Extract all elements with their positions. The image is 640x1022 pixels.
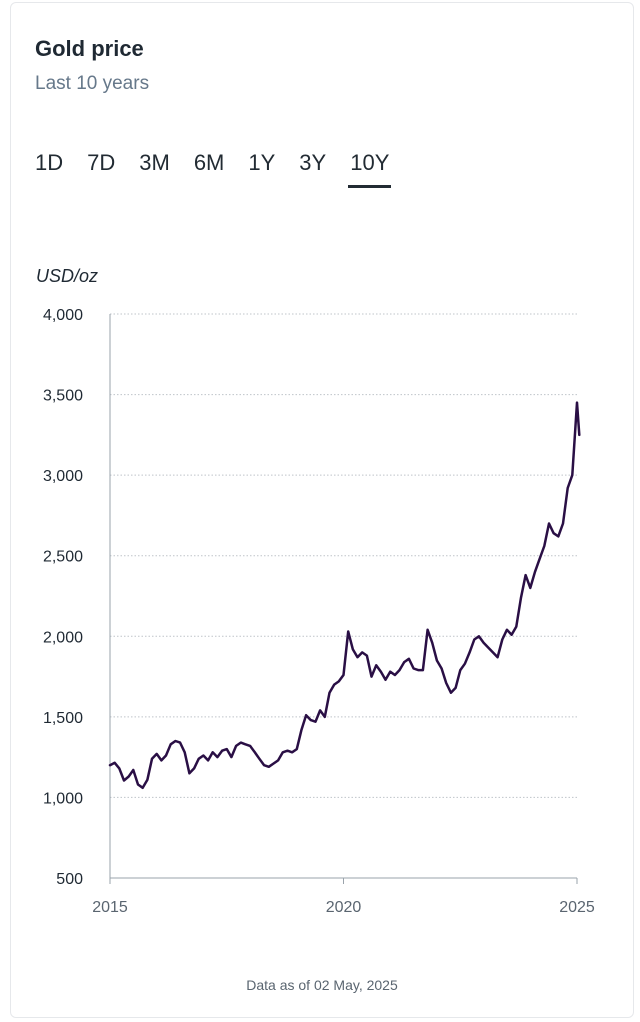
y-tick-label: 3,500: [43, 388, 83, 405]
y-tick-label: 4,000: [43, 307, 83, 324]
x-tick-label: 2020: [326, 899, 362, 916]
y-tick-label: 3,000: [43, 468, 83, 485]
x-tick-label: 2025: [559, 899, 595, 916]
data-timestamp: Data as of 02 May, 2025: [246, 977, 398, 993]
x-tick-label: 2015: [92, 899, 128, 916]
tab-1y[interactable]: 1Y: [248, 150, 276, 175]
series-line: [108, 401, 581, 790]
y-tick-label: 1,000: [43, 790, 83, 807]
gold-price-chart: 500 1,000 1,500 2,000 2,500 3,000 3,500 4,000 20…: [43, 307, 595, 916]
y-tick-label: 2,500: [43, 549, 83, 566]
range-tabs: 1D 7D 3M 6M 1Y 3Y 10Y: [33, 150, 411, 188]
y-tick-label: 500: [56, 871, 83, 888]
chart-title: Gold price: [35, 36, 144, 61]
y-tick-label: 1,500: [43, 710, 83, 727]
tab-7d[interactable]: 7D: [87, 150, 116, 175]
tab-3m[interactable]: 3M: [139, 150, 170, 175]
y-tick-label: 2,000: [43, 629, 83, 646]
tab-6m[interactable]: 6M: [193, 150, 225, 175]
chart-card: Gold price Last 10 years 1D 7D 3M 6M 1Y …: [10, 2, 634, 1018]
chart-subtitle: Last 10 years: [35, 73, 150, 94]
tab-10y[interactable]: 10Y: [348, 150, 392, 188]
tab-1d[interactable]: 1D: [35, 150, 64, 175]
y-axis-label: USD/oz: [36, 266, 99, 286]
tab-3y[interactable]: 3Y: [299, 150, 327, 175]
